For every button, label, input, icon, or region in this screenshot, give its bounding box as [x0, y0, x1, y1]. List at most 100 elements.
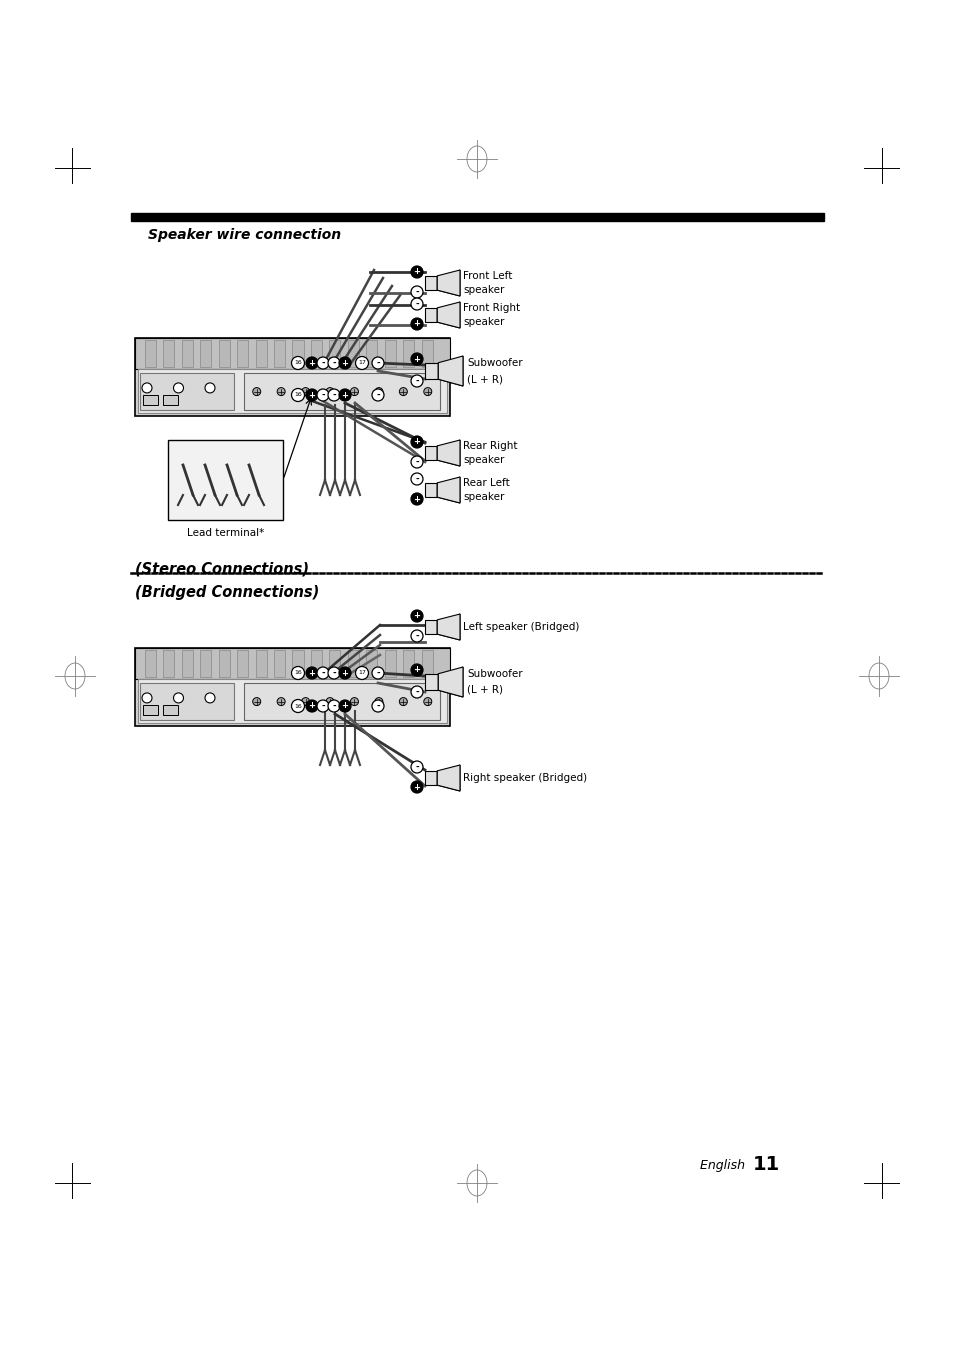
Ellipse shape [316, 357, 329, 369]
Ellipse shape [372, 357, 384, 369]
Text: 17: 17 [357, 670, 366, 676]
Bar [131, 213, 823, 222]
Ellipse shape [355, 357, 368, 370]
Bar [138, 369, 447, 413]
Text: -: - [415, 688, 418, 697]
Bar [293, 650, 303, 677]
Ellipse shape [306, 357, 317, 369]
Ellipse shape [411, 493, 422, 505]
Bar [237, 650, 248, 677]
Text: +: + [341, 669, 348, 677]
Ellipse shape [301, 697, 310, 705]
Text: Speaker wire connection: Speaker wire connection [148, 228, 341, 242]
Ellipse shape [411, 299, 422, 309]
Ellipse shape [326, 697, 334, 705]
Text: Left speaker (Bridged): Left speaker (Bridged) [462, 621, 578, 632]
Text: Front Left: Front Left [462, 272, 512, 281]
Ellipse shape [399, 388, 407, 396]
Text: -: - [415, 377, 418, 385]
Text: -: - [321, 669, 324, 677]
Bar [163, 650, 174, 677]
Polygon shape [436, 613, 459, 640]
Text: (Stereo Connections): (Stereo Connections) [135, 562, 309, 577]
Bar [143, 705, 158, 715]
Text: Rear Right: Rear Right [462, 440, 517, 451]
Text: Subwoofer: Subwoofer [467, 669, 522, 680]
Ellipse shape [338, 700, 351, 712]
Polygon shape [436, 440, 459, 466]
Ellipse shape [277, 388, 285, 396]
Ellipse shape [399, 697, 407, 705]
Text: English: English [700, 1159, 752, 1171]
Bar [145, 340, 156, 367]
Text: -: - [332, 669, 335, 677]
Bar [311, 340, 322, 367]
Ellipse shape [411, 781, 422, 793]
Ellipse shape [316, 667, 329, 680]
Text: -: - [415, 762, 418, 771]
Bar [366, 340, 377, 367]
Ellipse shape [306, 700, 317, 712]
Text: -: - [321, 701, 324, 711]
Ellipse shape [411, 630, 422, 642]
Bar [366, 650, 377, 677]
Text: (L + R): (L + R) [467, 374, 502, 384]
Bar [424, 276, 436, 290]
Bar [143, 394, 158, 404]
Bar [424, 674, 437, 690]
Polygon shape [436, 270, 459, 296]
Ellipse shape [292, 666, 304, 680]
Ellipse shape [423, 388, 432, 396]
Text: -: - [415, 631, 418, 640]
Text: +: + [413, 438, 420, 446]
Text: speaker: speaker [462, 455, 504, 465]
Ellipse shape [205, 382, 214, 393]
Bar [145, 650, 156, 677]
Text: -: - [375, 669, 379, 677]
Text: -: - [321, 358, 324, 367]
Bar [255, 650, 267, 677]
Text: 11: 11 [752, 1155, 780, 1174]
Text: +: + [413, 782, 420, 792]
Ellipse shape [306, 389, 317, 401]
Bar [244, 373, 439, 409]
Bar [424, 482, 436, 497]
Ellipse shape [375, 388, 382, 396]
Text: 16: 16 [294, 393, 301, 397]
Ellipse shape [411, 457, 422, 467]
Bar [200, 340, 212, 367]
Bar [163, 705, 178, 715]
Ellipse shape [277, 697, 285, 705]
Bar [168, 440, 283, 520]
Ellipse shape [253, 697, 260, 705]
Ellipse shape [355, 666, 368, 680]
Text: (Bridged Connections): (Bridged Connections) [135, 585, 319, 600]
Bar [182, 340, 193, 367]
Ellipse shape [411, 317, 422, 330]
Ellipse shape [411, 761, 422, 773]
Text: -: - [415, 474, 418, 484]
Text: Front Right: Front Right [462, 303, 519, 313]
Bar [218, 650, 230, 677]
Bar [255, 340, 267, 367]
Ellipse shape [411, 473, 422, 485]
Ellipse shape [372, 389, 384, 401]
Ellipse shape [375, 697, 382, 705]
Text: -: - [375, 358, 379, 367]
Bar [182, 650, 193, 677]
Bar [237, 340, 248, 367]
Text: 16: 16 [294, 670, 301, 676]
Ellipse shape [205, 693, 214, 703]
Ellipse shape [316, 700, 329, 712]
Polygon shape [436, 303, 459, 328]
Ellipse shape [411, 266, 422, 278]
Bar [274, 650, 285, 677]
Ellipse shape [411, 353, 422, 365]
Text: +: + [308, 701, 315, 711]
Ellipse shape [350, 697, 358, 705]
Bar [403, 340, 414, 367]
Ellipse shape [328, 389, 339, 401]
Text: -: - [415, 300, 418, 308]
Polygon shape [437, 357, 462, 386]
Text: +: + [341, 701, 348, 711]
